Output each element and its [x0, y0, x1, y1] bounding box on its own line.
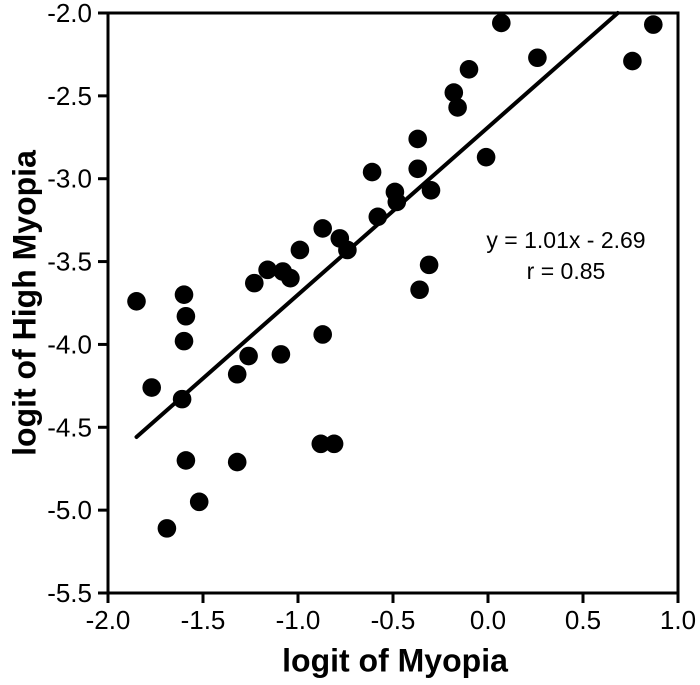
x-axis-title: logit of Myopia [282, 642, 508, 679]
x-tick-label: 0.5 [565, 605, 601, 635]
data-point [408, 159, 428, 179]
y-tick-label: -3.0 [47, 164, 92, 194]
data-point [227, 452, 247, 472]
data-point [189, 492, 209, 512]
data-point [623, 51, 642, 71]
data-point [174, 331, 194, 351]
data-point [476, 147, 496, 167]
data-point [362, 162, 382, 182]
data-point [448, 98, 467, 117]
data-point [408, 129, 428, 149]
x-tick-label: -1.0 [276, 605, 321, 635]
data-point [313, 219, 333, 238]
data-point [644, 15, 663, 34]
data-point [157, 519, 177, 538]
data-point [368, 207, 388, 227]
data-point [127, 292, 146, 311]
data-point [227, 364, 247, 384]
y-tick-label: -5.5 [47, 578, 92, 608]
data-point [174, 285, 194, 305]
x-tick-label: -1.5 [181, 605, 226, 635]
y-tick-label: -4.0 [47, 329, 92, 359]
y-axis-title: logit of High Myopia [6, 150, 43, 456]
data-point [281, 268, 300, 288]
y-tick-label: -2.5 [47, 81, 92, 111]
data-point [338, 240, 357, 260]
data-point [271, 345, 291, 364]
data-point [444, 83, 464, 102]
data-point [176, 451, 196, 470]
y-tick-label: -4.5 [47, 412, 92, 442]
regression-annotation: y = 1.01x - 2.69 r = 0.85 [486, 225, 645, 287]
data-point [176, 306, 196, 326]
data-point [313, 325, 333, 344]
data-point [421, 181, 441, 200]
data-point [324, 434, 344, 454]
data-point [239, 346, 258, 366]
x-tick-label: 0.0 [470, 605, 506, 635]
data-point [387, 192, 407, 212]
data-point [492, 13, 511, 33]
data-point [410, 280, 429, 300]
data-point [172, 389, 192, 409]
data-point [311, 434, 331, 454]
y-tick-label: -2.0 [47, 0, 92, 28]
data-point [245, 273, 264, 293]
data-point [459, 60, 479, 79]
data-point [142, 378, 161, 397]
y-tick-label: -5.0 [47, 495, 92, 525]
data-point [528, 48, 547, 68]
data-point [258, 260, 277, 280]
regression-equation: y = 1.01x - 2.69 [486, 227, 646, 253]
data-point [290, 240, 310, 260]
y-tick-label: -3.5 [47, 247, 92, 277]
correlation-coefficient: r = 0.85 [526, 258, 606, 284]
x-tick-label: 1.0 [660, 605, 696, 635]
x-tick-label: -2.0 [86, 605, 131, 635]
data-point [419, 255, 439, 275]
x-tick-label: -0.5 [371, 605, 416, 635]
